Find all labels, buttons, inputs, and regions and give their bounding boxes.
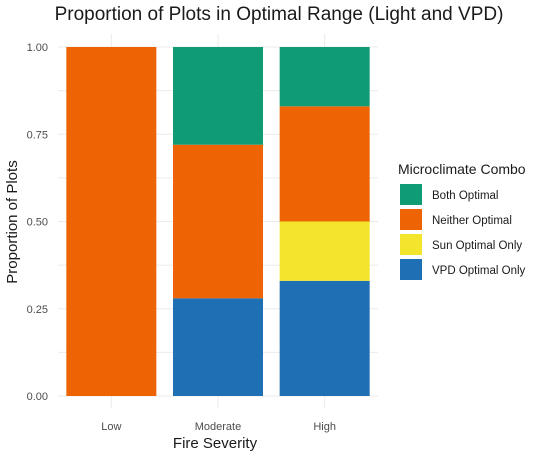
- y-tick-label: 0.25: [27, 304, 48, 316]
- legend-key-neither-optimal: [400, 209, 422, 230]
- bar-moderate-neither-optimal: [173, 144, 263, 299]
- legend-key-vpd-optimal-only: [400, 259, 422, 280]
- y-tick-label: 0.75: [27, 129, 48, 141]
- y-axis: 0.00 0.25 0.50 0.75 1.00: [27, 42, 48, 403]
- y-tick-label: 0.50: [27, 217, 48, 229]
- x-tick-label-low: Low: [101, 421, 121, 433]
- bar-high-sun-optimal-only: [279, 221, 370, 281]
- bars-layer: [66, 47, 370, 396]
- y-tick-label: 1.00: [27, 42, 48, 54]
- legend-key-sun-optimal-only: [400, 234, 422, 255]
- legend: Microclimate Combo Both Optimal Neither O…: [398, 161, 526, 280]
- legend-label-vpd-optimal-only: VPD Optimal Only: [432, 265, 526, 277]
- y-axis-title: Proportion of Plots: [4, 160, 21, 283]
- x-tick-label-moderate: Moderate: [195, 421, 241, 433]
- bar-low-neither-optimal: [66, 47, 157, 396]
- legend-label-neither-optimal: Neither Optimal: [432, 215, 512, 227]
- chart-title: Proportion of Plots in Optimal Range (Li…: [55, 4, 504, 25]
- x-axis: Low Moderate High: [101, 421, 336, 433]
- legend-title: Microclimate Combo: [398, 161, 526, 177]
- bar-high-both-optimal: [279, 47, 370, 107]
- legend-key-both-optimal: [400, 184, 422, 205]
- x-tick-label-high: High: [313, 421, 336, 433]
- bar-high-vpd-optimal-only: [279, 280, 370, 396]
- legend-label-sun-optimal-only: Sun Optimal Only: [432, 240, 522, 252]
- y-tick-label: 0.00: [27, 391, 48, 403]
- bar-moderate-vpd-optimal-only: [173, 298, 263, 396]
- bar-high-neither-optimal: [279, 106, 370, 222]
- x-axis-title: Fire Severity: [173, 435, 258, 452]
- bar-moderate-both-optimal: [173, 47, 263, 145]
- legend-label-both-optimal: Both Optimal: [432, 190, 498, 202]
